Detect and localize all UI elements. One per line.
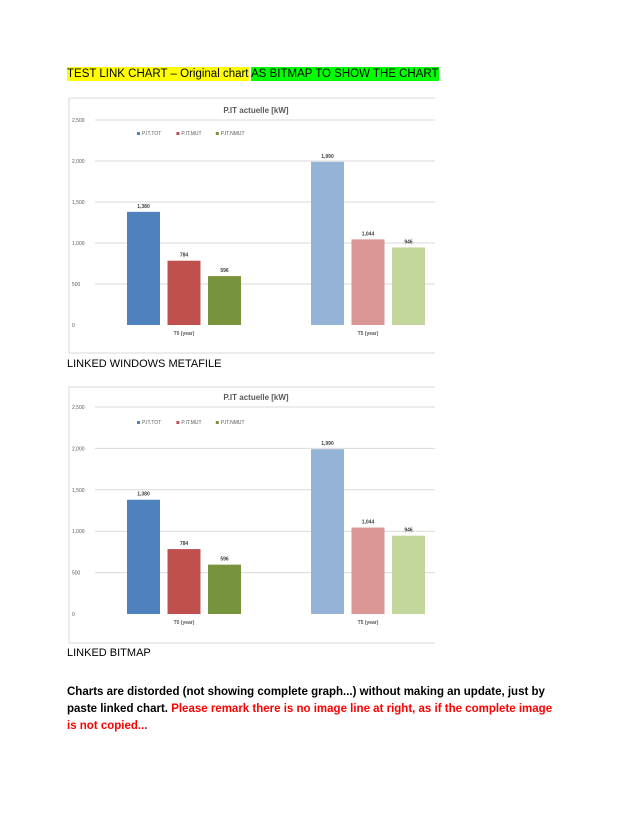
bar (167, 260, 201, 325)
data-label: 1,380 (137, 492, 150, 498)
x-category-label: T5 (year) (358, 331, 379, 337)
y-tick-label: 2,000 (72, 159, 85, 165)
legend-swatch (137, 132, 140, 135)
chart-title: P.IT actuelle [kW] (223, 393, 289, 402)
bar (311, 449, 344, 614)
legend-swatch (215, 132, 219, 135)
y-tick-label: 1,500 (72, 200, 85, 206)
data-label: 946 (404, 528, 413, 534)
legend-label: P.IT.TOT (142, 131, 161, 137)
y-tick-label: 2,500 (72, 405, 85, 411)
chart-title: P.IT actuelle [kW] (223, 106, 289, 115)
y-tick-label: 1,500 (72, 488, 85, 494)
bar (127, 211, 160, 325)
data-label: 784 (180, 541, 189, 547)
heading-part-bitmap: AS BITMAP TO SHOW THE CHART (251, 67, 439, 81)
bar (311, 161, 344, 325)
chart-frame (68, 386, 435, 644)
document-heading: TEST LINK CHART – Original chart AS BITM… (67, 67, 439, 81)
legend-label: P.IT.NMUT (221, 420, 245, 426)
bar (351, 239, 385, 325)
legend-label: P.IT.MUT (181, 131, 201, 137)
data-label: 1,044 (362, 520, 375, 526)
data-label: 784 (180, 253, 189, 259)
data-label: 1,990 (321, 154, 334, 160)
y-tick-label: 500 (72, 571, 81, 577)
data-label: 1,044 (362, 231, 375, 237)
legend-swatch (137, 421, 140, 424)
legend-swatch (176, 421, 180, 424)
y-tick-label: 0 (72, 612, 75, 618)
bar (351, 527, 385, 614)
note-paragraph: Charts are distorded (not showing comple… (67, 684, 557, 735)
legend-label: P.IT.MUT (181, 420, 201, 426)
bar (208, 276, 241, 325)
y-tick-label: 2,000 (72, 446, 85, 452)
y-tick-label: 1,000 (72, 241, 85, 247)
x-category-label: T0 (year) (174, 620, 195, 626)
y-tick-label: 2,500 (72, 118, 85, 124)
data-label: 946 (404, 239, 413, 245)
note-text: Charts are distorded (not showing comple… (67, 686, 545, 715)
caption-linked-metafile: LINKED WINDOWS METAFILE (67, 358, 222, 370)
legend-label: P.IT.NMUT (221, 131, 245, 137)
caption-linked-bitmap: LINKED BITMAP (67, 647, 151, 659)
bar (392, 247, 425, 325)
legend-swatch (215, 421, 219, 424)
y-tick-label: 1,000 (72, 529, 85, 535)
y-tick-label: 0 (72, 323, 75, 329)
bar (208, 564, 241, 614)
y-tick-label: 500 (72, 282, 81, 288)
data-label: 1,990 (321, 441, 334, 447)
data-label: 596 (220, 557, 229, 563)
bar (392, 535, 425, 614)
bar (127, 499, 160, 614)
bar (167, 549, 201, 614)
legend-swatch (176, 132, 180, 135)
data-label: 596 (220, 268, 229, 274)
x-category-label: T5 (year) (358, 620, 379, 626)
legend-label: P.IT.TOT (142, 420, 161, 426)
note-remark: Please remark there is no image line at … (67, 703, 553, 732)
data-label: 1,380 (137, 204, 150, 210)
heading-part-original: TEST LINK CHART – Original chart (67, 67, 249, 81)
x-category-label: T0 (year) (174, 331, 195, 337)
chart-frame (68, 97, 435, 354)
